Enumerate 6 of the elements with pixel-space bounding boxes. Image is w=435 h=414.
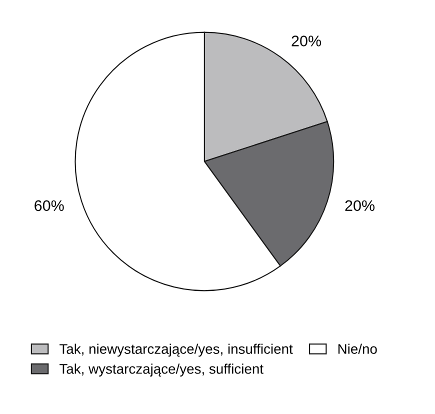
legend-label: Tak, niewystarczające/yes, insufficient (60, 344, 293, 357)
data-label: 60% (34, 200, 64, 212)
data-label: 20% (292, 36, 322, 46)
legend-label: Tak, wystarczające/yes, sufficient (60, 364, 264, 377)
legend-label: Nie/no (338, 344, 377, 354)
data-label: 20% (345, 200, 375, 212)
